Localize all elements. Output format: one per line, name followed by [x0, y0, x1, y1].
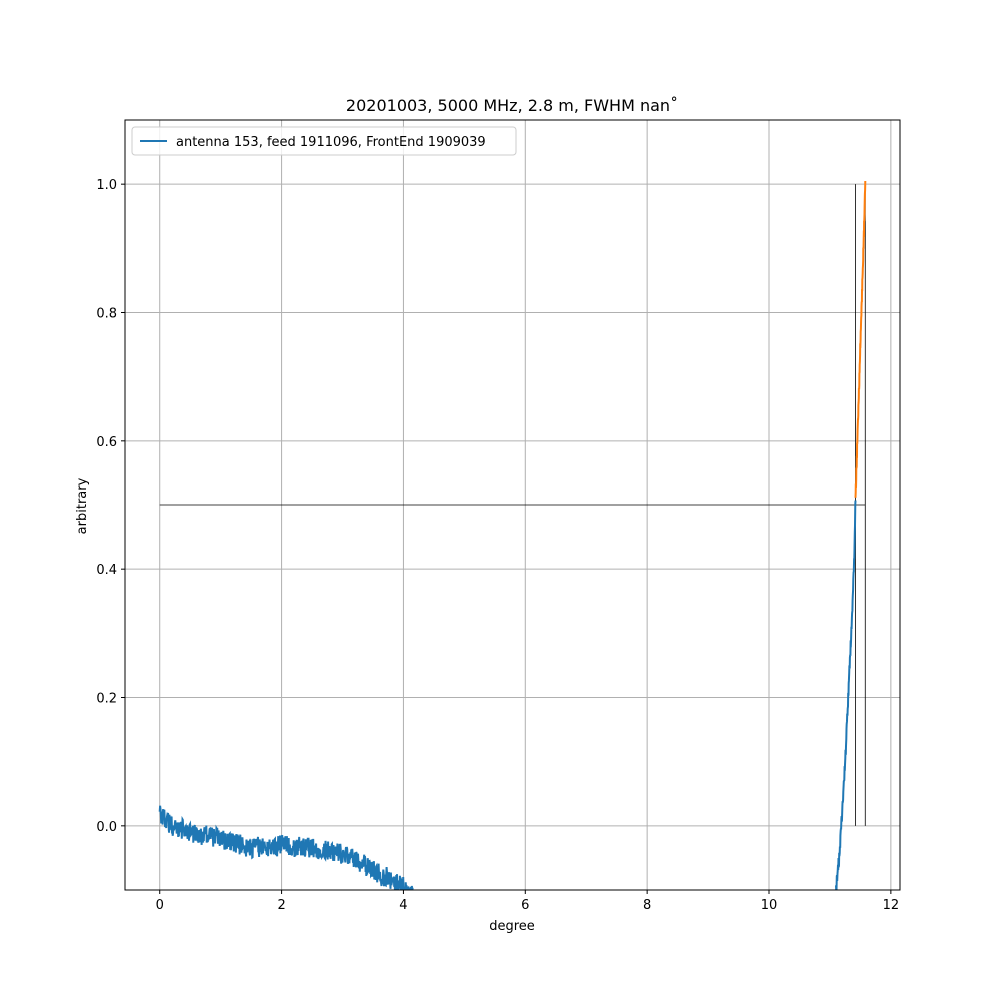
- series-line: [835, 500, 857, 890]
- x-axis-label: degree: [489, 919, 535, 934]
- axis-ticks: 0 2 4 6 8 10 12 0.0 0.2 0.4 0.6 0.8 1.0: [96, 178, 899, 913]
- fit-line: [854, 180, 867, 498]
- y-tick-label: 0.8: [96, 307, 117, 322]
- y-tick-label: 1.0: [96, 178, 117, 193]
- x-tick-label: 6: [521, 898, 529, 913]
- x-tick-label: 8: [643, 898, 651, 913]
- axes-frame: [124, 119, 901, 891]
- legend-box: [131, 126, 517, 156]
- x-tick-label: 4: [399, 898, 407, 913]
- x-tick-label: 0: [156, 898, 164, 913]
- x-tick-label: 2: [277, 898, 285, 913]
- chart-title: 20201003, 5000 MHz, 2.8 m, FWHM nan˚: [346, 96, 678, 115]
- y-tick-label: 0.2: [96, 692, 117, 707]
- y-tick-label: 0.0: [96, 820, 117, 835]
- y-tick-label: 0.4: [96, 563, 117, 578]
- series-line: [158, 805, 414, 890]
- y-tick-label: 0.6: [96, 435, 117, 450]
- x-tick-label: 10: [761, 898, 778, 913]
- series-lines: [158, 180, 867, 890]
- legend: antenna 153, feed 1911096, FrontEnd 1909…: [131, 126, 517, 156]
- x-tick-label: 12: [883, 898, 900, 913]
- y-axis-label: arbitrary: [75, 477, 90, 534]
- legend-label: antenna 153, feed 1911096, FrontEnd 1909…: [176, 135, 486, 150]
